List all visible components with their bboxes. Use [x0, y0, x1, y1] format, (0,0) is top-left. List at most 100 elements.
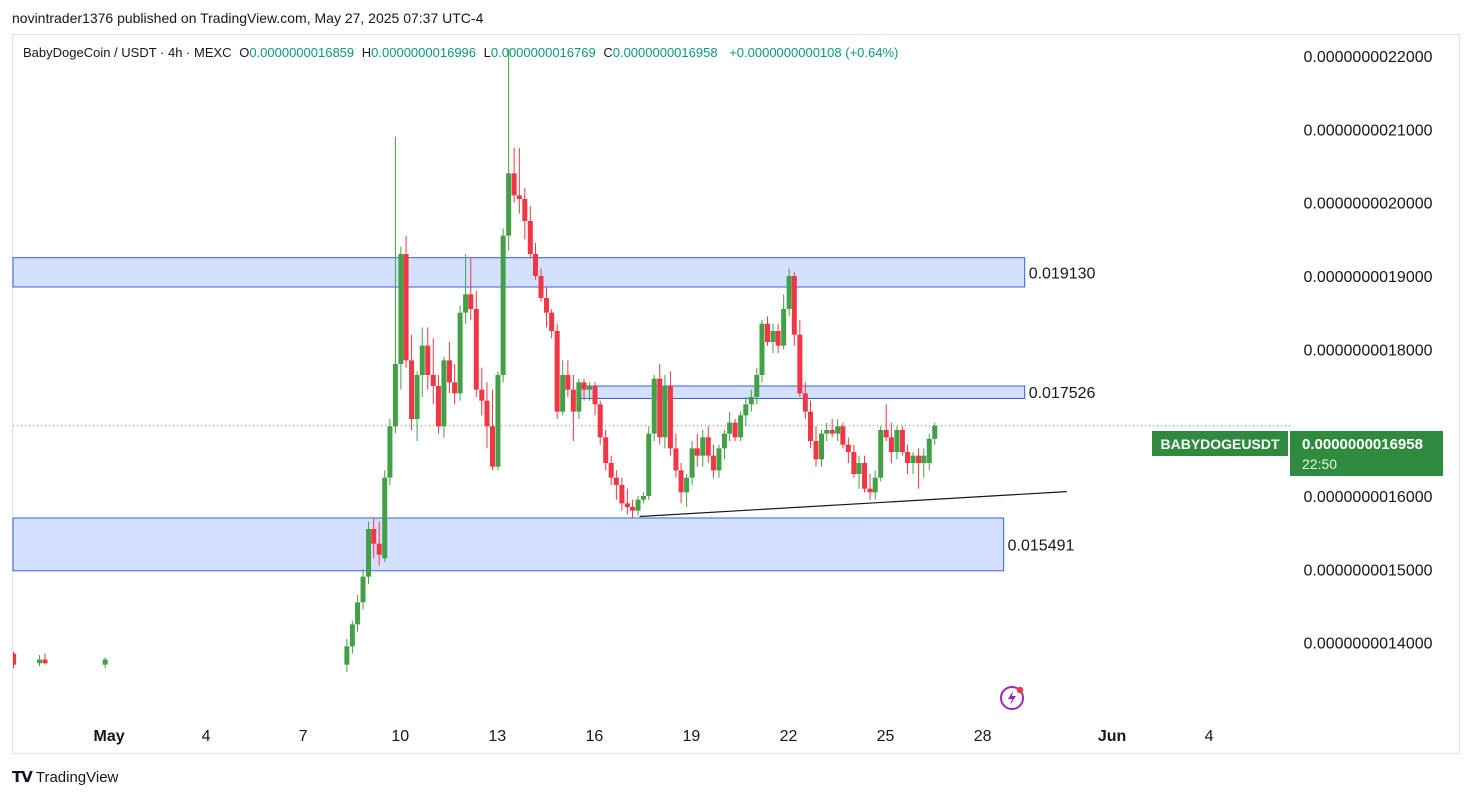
zone-0[interactable]: [12, 257, 1026, 288]
candle-1[interactable]: [37, 655, 43, 667]
candle-32[interactable]: [495, 371, 501, 471]
candle-60[interactable]: [646, 426, 652, 500]
candle-42[interactable]: [549, 309, 555, 339]
candle-10[interactable]: [376, 521, 382, 566]
candle-81[interactable]: [759, 320, 765, 383]
candle-37[interactable]: [522, 188, 528, 240]
candle-30[interactable]: [484, 382, 490, 449]
zone-2[interactable]: [12, 517, 1005, 572]
candle-51[interactable]: [597, 400, 603, 445]
candle-70[interactable]: [700, 430, 706, 467]
candle-62[interactable]: [657, 364, 663, 445]
candle-105[interactable]: [888, 422, 894, 463]
candle-35[interactable]: [511, 147, 517, 203]
candle-67[interactable]: [684, 474, 690, 507]
candle-108[interactable]: [905, 444, 911, 474]
candle-3[interactable]: [102, 657, 108, 669]
candle-15[interactable]: [403, 235, 409, 368]
candle-44[interactable]: [560, 360, 566, 416]
candle-106[interactable]: [894, 426, 900, 460]
candle-112[interactable]: [926, 433, 932, 471]
candle-19[interactable]: [425, 327, 431, 390]
candle-13[interactable]: [392, 136, 398, 434]
candle-100[interactable]: [862, 455, 868, 493]
candle-0[interactable]: [11, 651, 17, 669]
candle-41[interactable]: [543, 287, 549, 328]
candle-58[interactable]: [635, 496, 641, 516]
candle-11[interactable]: [382, 470, 388, 562]
candle-26[interactable]: [463, 254, 469, 324]
candle-12[interactable]: [387, 419, 393, 485]
candle-39[interactable]: [532, 243, 538, 280]
candle-93[interactable]: [824, 422, 830, 441]
lightning-icon[interactable]: [999, 685, 1025, 711]
tradingview-brand[interactable]: 𝗧𝗩 TradingView: [12, 768, 118, 787]
candle-101[interactable]: [867, 474, 873, 500]
candle-54[interactable]: [613, 470, 619, 500]
candle-34[interactable]: [506, 48, 512, 251]
candle-22[interactable]: [441, 356, 447, 438]
candle-111[interactable]: [921, 448, 927, 478]
candle-38[interactable]: [527, 206, 533, 258]
candle-77[interactable]: [738, 411, 744, 441]
candle-61[interactable]: [651, 375, 657, 441]
candle-87[interactable]: [791, 272, 797, 346]
candle-69[interactable]: [694, 433, 700, 467]
candle-55[interactable]: [619, 477, 625, 511]
candle-36[interactable]: [516, 147, 522, 214]
candle-84[interactable]: [775, 323, 781, 353]
candle-102[interactable]: [872, 470, 878, 500]
candle-56[interactable]: [624, 488, 630, 515]
candle-79[interactable]: [748, 389, 754, 412]
candle-89[interactable]: [802, 382, 808, 419]
candle-99[interactable]: [856, 455, 862, 489]
candle-16[interactable]: [409, 334, 415, 430]
candle-25[interactable]: [457, 305, 463, 401]
candle-18[interactable]: [419, 327, 425, 397]
candle-109[interactable]: [910, 452, 916, 474]
candle-21[interactable]: [435, 375, 441, 434]
candle-45[interactable]: [565, 360, 571, 397]
candle-27[interactable]: [468, 257, 474, 320]
candle-68[interactable]: [689, 441, 695, 485]
candle-113[interactable]: [932, 422, 938, 445]
candle-107[interactable]: [899, 426, 905, 456]
candle-53[interactable]: [608, 455, 614, 485]
candle-8[interactable]: [366, 521, 372, 584]
candle-57[interactable]: [630, 499, 636, 518]
candle-6[interactable]: [355, 595, 361, 632]
candle-97[interactable]: [845, 437, 851, 463]
candle-14[interactable]: [398, 246, 404, 390]
candle-7[interactable]: [360, 569, 366, 610]
candle-9[interactable]: [371, 518, 377, 559]
candle-50[interactable]: [592, 382, 598, 416]
candle-2[interactable]: [42, 653, 48, 665]
candle-63[interactable]: [662, 375, 668, 449]
candle-103[interactable]: [878, 426, 884, 482]
candle-83[interactable]: [770, 323, 776, 353]
candle-33[interactable]: [500, 228, 506, 383]
candle-43[interactable]: [554, 323, 560, 419]
candle-47[interactable]: [576, 378, 582, 419]
candle-88[interactable]: [797, 320, 803, 397]
candle-52[interactable]: [603, 430, 609, 471]
candle-29[interactable]: [479, 367, 485, 416]
candle-86[interactable]: [786, 268, 792, 317]
candle-73[interactable]: [716, 444, 722, 478]
candle-104[interactable]: [883, 404, 889, 441]
candle-66[interactable]: [678, 463, 684, 504]
candle-4[interactable]: [344, 639, 350, 672]
candle-46[interactable]: [570, 375, 576, 441]
candle-40[interactable]: [538, 268, 544, 302]
candle-71[interactable]: [705, 426, 711, 463]
candle-48[interactable]: [581, 378, 587, 401]
candle-82[interactable]: [764, 316, 770, 346]
candle-90[interactable]: [808, 400, 814, 449]
candle-92[interactable]: [819, 430, 825, 467]
candle-23[interactable]: [446, 342, 452, 394]
candle-85[interactable]: [781, 294, 787, 350]
candle-98[interactable]: [851, 444, 857, 478]
candle-94[interactable]: [829, 419, 835, 438]
candle-76[interactable]: [732, 419, 738, 441]
